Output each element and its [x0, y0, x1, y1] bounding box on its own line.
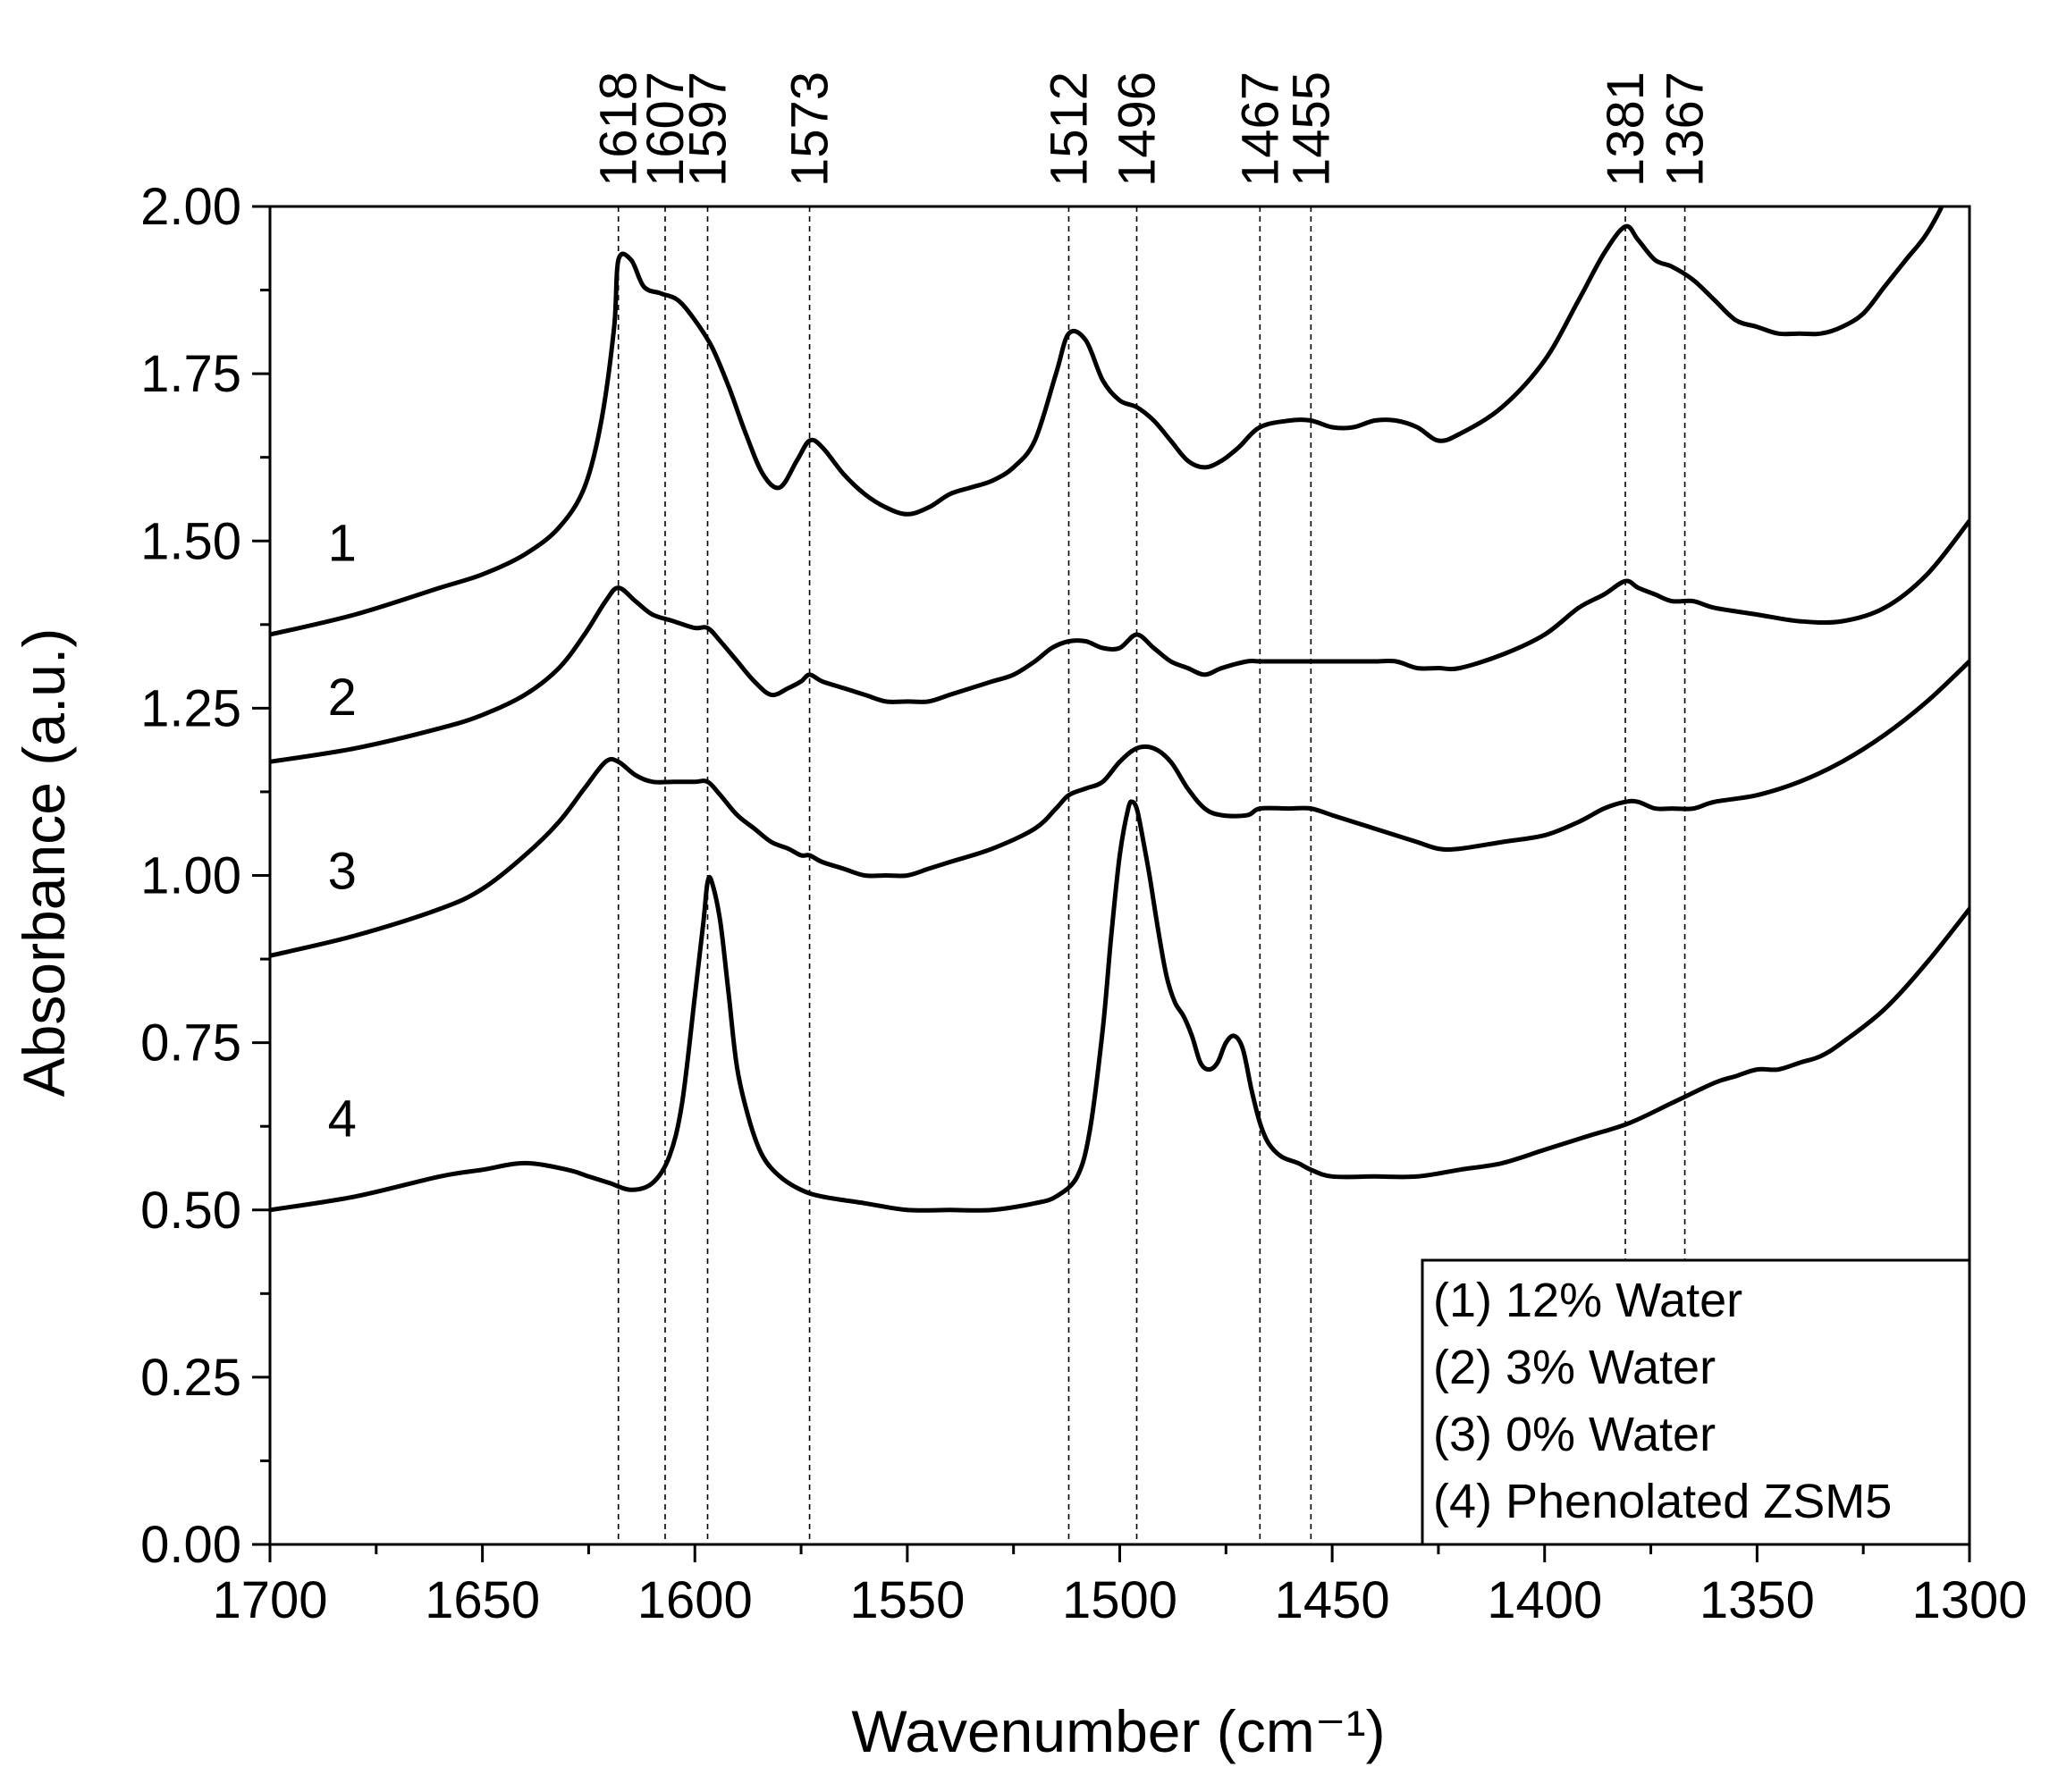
curve-number-labels: 1 2 3 4: [328, 515, 357, 1148]
series-line: [270, 518, 1969, 764]
curve-number-label: 1: [328, 515, 357, 573]
legend-item: (3) 0% Water: [1433, 1408, 1716, 1461]
curve-number-label: 4: [328, 1090, 357, 1148]
x-tick-label: 1700: [212, 1571, 327, 1629]
curve-number-label: 2: [328, 669, 357, 727]
peak-marker-lines: [617, 206, 1686, 1544]
x-tick-label: 1600: [637, 1571, 753, 1629]
x-tick-label: 1350: [1700, 1571, 1815, 1629]
legend-item: (2) 3% Water: [1433, 1341, 1716, 1394]
y-tick-label: 0.75: [140, 1014, 241, 1073]
peak-marker-label: 1367: [1657, 72, 1715, 187]
series-line: [270, 206, 1944, 637]
series-line: [270, 799, 1969, 1213]
peak-marker-label: 1467: [1231, 72, 1289, 187]
legend-item: (1) 12% Water: [1433, 1274, 1742, 1327]
legend: (1) 12% Water (2) 3% Water (3) 0% Water …: [1421, 1258, 1971, 1546]
y-tick-label: 1.00: [140, 847, 241, 905]
series-line: [270, 659, 1969, 958]
x-tick-label: 1650: [425, 1571, 540, 1629]
peak-marker-label: 1512: [1040, 72, 1098, 187]
legend-item: (4) Phenolated ZSM5: [1433, 1475, 1892, 1528]
peak-marker-label: 1381: [1597, 72, 1655, 187]
legend-box: [1421, 1258, 1971, 1546]
peak-marker-label: 1496: [1109, 72, 1167, 187]
y-tick-label: 0.00: [140, 1516, 241, 1574]
peak-marker-label: 1618: [590, 72, 648, 187]
y-tick-label: 0.50: [140, 1182, 241, 1240]
peak-marker-label: 1455: [1282, 72, 1340, 187]
spectra-curves: [270, 206, 1969, 1213]
x-tick-label: 1550: [849, 1571, 965, 1629]
y-tick-label: 1.25: [140, 679, 241, 737]
x-tick-label: 1400: [1487, 1571, 1602, 1629]
y-tick-label: 2.00: [140, 178, 241, 236]
x-tick-label: 1300: [1911, 1571, 2027, 1629]
x-tick-label: 1450: [1275, 1571, 1390, 1629]
y-tick-label: 1.75: [140, 345, 241, 403]
curve-number-label: 3: [328, 842, 357, 900]
y-tick-label: 1.50: [140, 512, 241, 570]
y-tick-label: 0.25: [140, 1349, 241, 1407]
peak-marker-label: 1573: [781, 72, 839, 187]
y-axis-ticks: 0.00 0.25 0.50 0.75 1.00 1.25 1.50 1.75 2.00: [140, 178, 270, 1574]
y-axis-title: Absorbance (a.u.): [11, 628, 77, 1098]
peak-marker-label: 1607: [637, 72, 695, 187]
x-axis-ticks: 1700 1650 1600 1550 1500 1450 1400 1350 1300: [212, 1544, 2028, 1629]
peak-marker-label: 1597: [679, 72, 738, 187]
x-axis-title: Wavenumber (cm⁻¹): [851, 1698, 1385, 1764]
x-tick-label: 1500: [1062, 1571, 1177, 1629]
